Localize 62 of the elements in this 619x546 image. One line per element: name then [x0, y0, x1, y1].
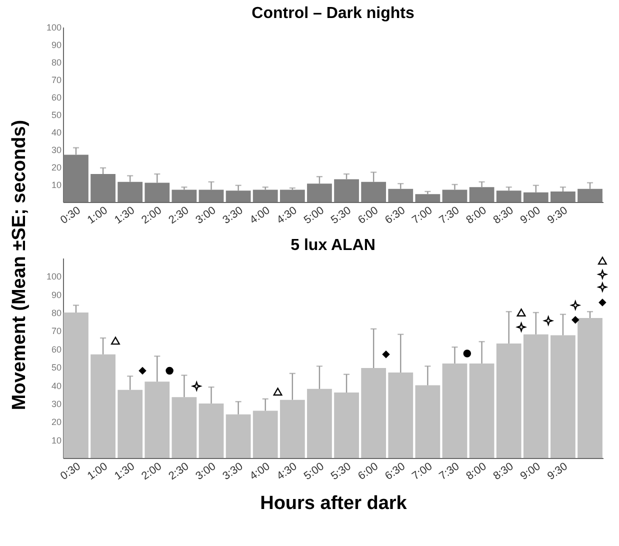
y-tick-label: 40 — [51, 380, 62, 391]
x-tick-label: 2:30 — [166, 204, 192, 227]
x-tick-label: 4:00 — [248, 460, 272, 483]
y-axis-title: Movement (Mean ±SE; seconds) — [9, 120, 31, 410]
x-tick-label: 7:00 — [410, 460, 435, 483]
y-tick-label: 100 — [46, 22, 62, 32]
x-tick-label: 9:30 — [545, 204, 570, 227]
x-tick-label: 6:30 — [383, 460, 408, 483]
x-tick-label: 3:30 — [220, 460, 246, 483]
x-tick-label: 6:30 — [383, 204, 408, 227]
x-tick-label: 1:30 — [112, 204, 137, 227]
x-tick-label: 3:30 — [220, 204, 246, 227]
y-tick-label: 50 — [51, 110, 62, 120]
x-tick-label: 8:00 — [464, 460, 489, 483]
x-axis-title: Hours after dark — [260, 492, 408, 514]
y-tick-label: 100 — [46, 272, 62, 282]
x-tick-label: 2:30 — [166, 460, 192, 483]
x-tick-label: 9:00 — [518, 460, 543, 483]
y-tick-label: 70 — [51, 75, 62, 85]
y-tick-label: 30 — [51, 398, 62, 409]
x-tick-label: 9:00 — [518, 204, 543, 227]
x-tick-label: 6:00 — [356, 204, 380, 227]
y-tick-label: 20 — [51, 417, 62, 428]
x-tick-label: 5:00 — [302, 460, 326, 483]
x-tick-label: 0:30 — [58, 204, 83, 227]
x-tick-label: 5:30 — [328, 204, 354, 227]
x-tick-label: 2:00 — [140, 204, 164, 227]
chart-title: Control – Dark nights — [252, 5, 414, 22]
x-tick-label: 8:30 — [491, 204, 516, 227]
x-tick-label: 3:00 — [194, 460, 218, 483]
x-tick-label: 6:00 — [356, 460, 380, 483]
x-tick-label: 9:30 — [545, 460, 570, 483]
y-tick-label: 10 — [51, 180, 62, 190]
chart-title: 5 lux ALAN — [290, 236, 376, 254]
x-tick-label: 5:00 — [302, 204, 326, 227]
y-tick-label: 70 — [51, 326, 62, 336]
x-tick-label: 1:30 — [112, 460, 137, 483]
x-tick-label: 2:00 — [140, 460, 164, 483]
x-tick-label: 8:30 — [491, 460, 516, 483]
x-tick-label: 5:30 — [328, 460, 354, 483]
x-tick-label: 7:30 — [437, 460, 462, 483]
x-tick-label: 4:30 — [274, 204, 300, 227]
y-tick-label: 10 — [51, 435, 62, 446]
y-tick-label: 30 — [51, 145, 62, 155]
y-tick-label: 60 — [51, 92, 62, 102]
x-tick-label: 3:00 — [194, 204, 218, 227]
y-tick-label: 40 — [51, 128, 62, 138]
y-tick-label: 60 — [51, 344, 62, 354]
y-tick-label: 90 — [51, 40, 62, 50]
x-tick-label: 8:00 — [464, 204, 489, 227]
x-tick-label: 7:00 — [410, 204, 435, 227]
y-tick-label: 90 — [51, 290, 62, 300]
y-tick-label: 20 — [51, 162, 62, 172]
x-tick-label: 0:30 — [58, 460, 83, 483]
x-tick-label: 1:00 — [85, 204, 110, 227]
x-tick-label: 4:00 — [248, 204, 272, 227]
x-tick-label: 1:00 — [85, 460, 110, 483]
y-tick-label: 80 — [51, 58, 62, 68]
y-tick-label: 80 — [51, 308, 62, 318]
x-tick-label: 4:30 — [274, 460, 300, 483]
x-tick-label: 7:30 — [437, 204, 462, 227]
y-tick-label: 50 — [51, 362, 62, 373]
